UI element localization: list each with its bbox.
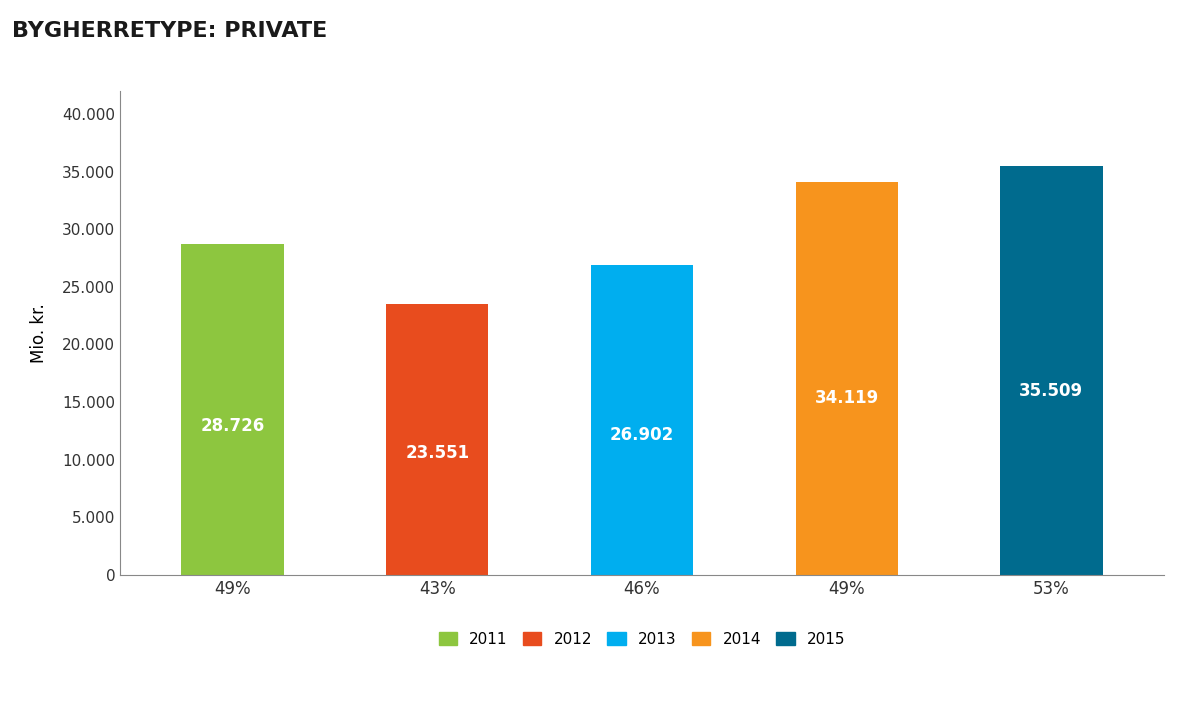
Bar: [386, 304, 488, 575]
Bar: [181, 244, 283, 575]
Bar: [590, 265, 694, 575]
Text: 34.119: 34.119: [815, 389, 878, 407]
Bar: [1001, 166, 1103, 575]
Text: 35.509: 35.509: [1019, 382, 1084, 400]
Text: 26.902: 26.902: [610, 426, 674, 444]
Text: 28.726: 28.726: [200, 417, 265, 435]
Text: 23.551: 23.551: [406, 444, 469, 462]
Bar: [796, 182, 898, 575]
Y-axis label: Mio. kr.: Mio. kr.: [30, 303, 48, 363]
Legend: 2011, 2012, 2013, 2014, 2015: 2011, 2012, 2013, 2014, 2015: [431, 624, 853, 654]
Text: BYGHERRETYPE: PRIVATE: BYGHERRETYPE: PRIVATE: [12, 21, 328, 41]
